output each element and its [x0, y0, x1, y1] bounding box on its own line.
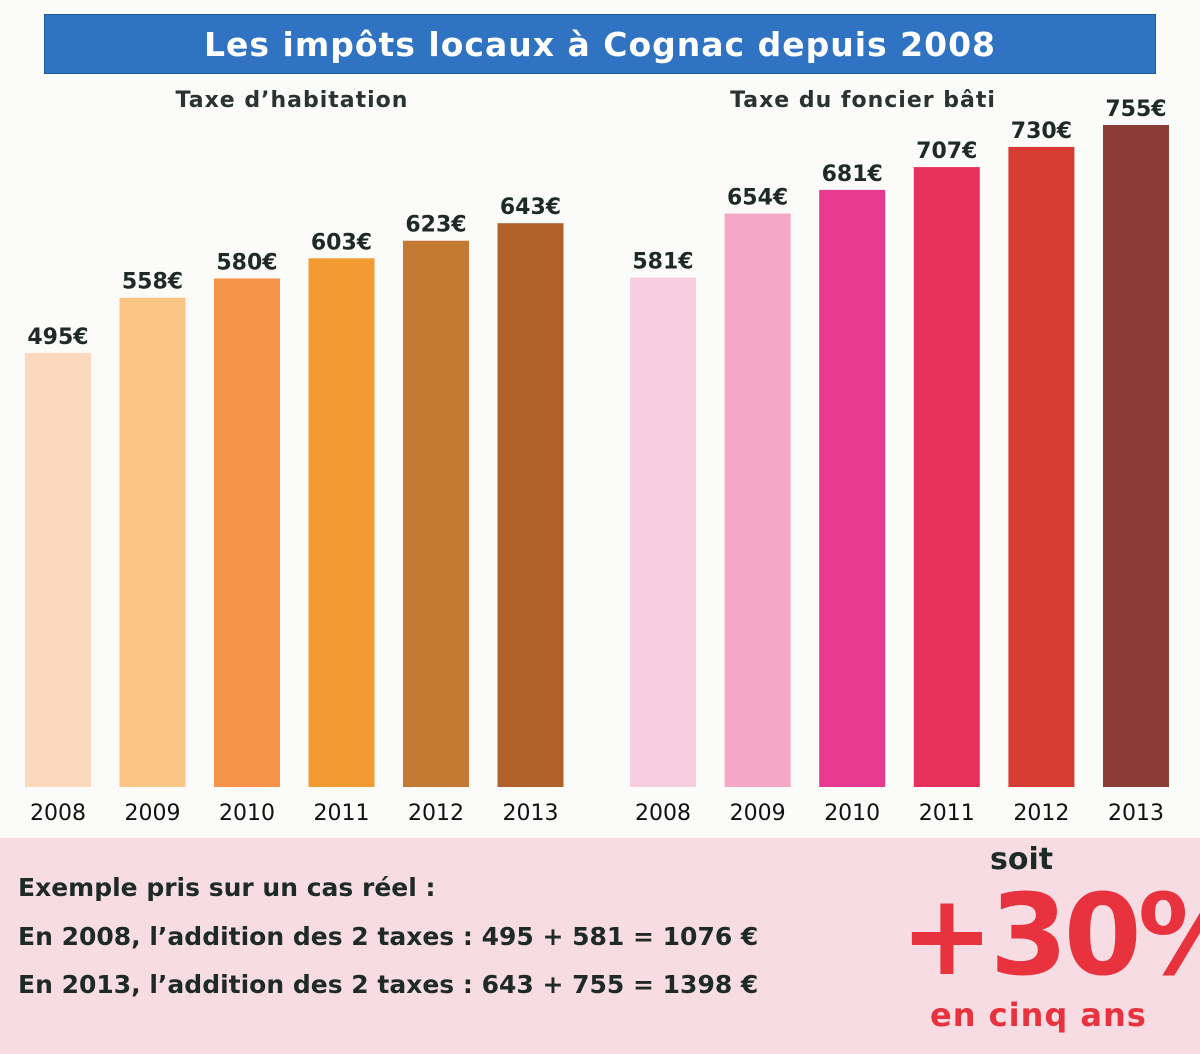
summary-suffix: en cinq ans [930, 996, 1147, 1034]
data-label-1-2010: 580€ [216, 250, 277, 275]
chart-title-1: Taxe d’habitation [176, 88, 409, 113]
bar-1-2009 [119, 297, 186, 787]
data-label-2-2010: 681€ [822, 162, 883, 187]
tick-label-1-2008: 2008 [30, 801, 86, 826]
data-label-2-2009: 654€ [727, 186, 788, 211]
bar-charts: Taxe d’habitation 495€ 2008 558€ 2009 580€ 201… [25, 88, 1169, 826]
tick-label-2-2010: 2010 [824, 801, 880, 826]
bar-2-2009 [724, 213, 791, 787]
summary-prefix: soit [990, 842, 1054, 877]
tick-label-2-2009: 2009 [730, 801, 786, 826]
data-label-2-2008: 581€ [632, 250, 693, 275]
data-label-2-2013: 755€ [1105, 97, 1166, 122]
example-2013: En 2013, l’addition des 2 taxes : 643 + … [18, 970, 759, 999]
data-label-1-2013: 643€ [500, 195, 561, 220]
data-label-2-2011: 707€ [916, 139, 977, 164]
tick-label-1-2010: 2010 [219, 801, 275, 826]
bar-2-2008 [630, 277, 696, 787]
tick-label-2-2012: 2012 [1013, 801, 1069, 826]
example-2008: En 2008, l’addition des 2 taxes : 495 + … [18, 922, 759, 951]
tick-label-1-2013: 2013 [503, 801, 559, 826]
tick-label-2-2011: 2011 [919, 801, 975, 826]
summary-percent: +30% [900, 871, 1200, 1001]
data-label-1-2008: 495€ [27, 325, 88, 350]
tick-label-2-2008: 2008 [635, 801, 691, 826]
bar-2-2011 [913, 167, 980, 788]
bar-2-2013 [1103, 125, 1169, 787]
chart-title-2: Taxe du foncier bâti [730, 88, 996, 113]
example-band [0, 838, 1200, 1054]
data-label-2-2012: 730€ [1011, 119, 1072, 144]
tick-label-2-2013: 2013 [1108, 801, 1164, 826]
bar-1-2008 [25, 352, 91, 787]
data-label-1-2012: 623€ [405, 213, 466, 238]
example-intro: Exemple pris sur un cas réel : [18, 873, 436, 902]
data-label-1-2011: 603€ [311, 230, 372, 255]
data-label-1-2009: 558€ [122, 270, 183, 295]
bar-2-2012 [1008, 146, 1075, 787]
bar-1-2012 [403, 240, 469, 787]
tick-label-1-2009: 2009 [125, 801, 181, 826]
tick-label-1-2011: 2011 [314, 801, 370, 826]
bar-2-2010 [819, 189, 886, 787]
tick-label-1-2012: 2012 [408, 801, 464, 826]
bar-1-2011 [308, 258, 375, 787]
bar-1-2010 [214, 278, 280, 787]
bar-1-2013 [497, 223, 564, 787]
page-title: Les impôts locaux à Cognac depuis 2008 [44, 14, 1156, 74]
